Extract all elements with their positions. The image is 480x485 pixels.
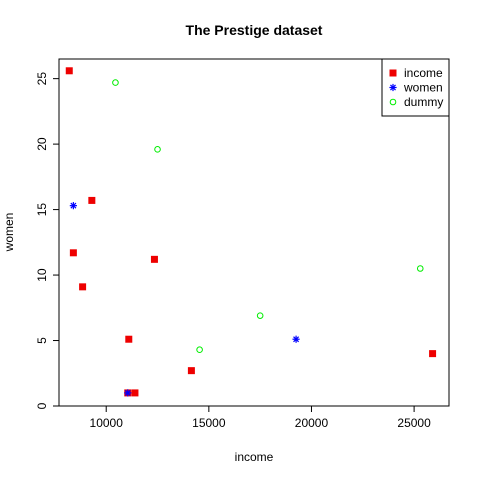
income-point	[79, 283, 87, 291]
chart-title: The Prestige dataset	[186, 22, 323, 38]
x-tick-label: 25000	[397, 416, 431, 430]
y-tick-label: 10	[35, 268, 49, 282]
y-tick-label: 25	[35, 72, 49, 86]
income-point	[150, 255, 158, 263]
income-point	[125, 335, 133, 343]
y-tick-label: 5	[35, 337, 49, 344]
x-tick-label: 10000	[90, 416, 124, 430]
income-point	[187, 367, 195, 375]
y-tick-label: 20	[35, 137, 49, 151]
y-tick-label: 15	[35, 203, 49, 217]
legend-women-marker	[389, 83, 397, 92]
dummy-point	[112, 79, 119, 86]
axis-ticks: 10000 15000 20000 25000 0 5 10 15 20 25	[35, 72, 431, 430]
women-point	[292, 335, 300, 343]
dummy-point	[416, 265, 424, 272]
women-point	[124, 389, 132, 397]
dummy-point	[154, 146, 161, 153]
legend-income-marker	[389, 69, 397, 77]
income-point	[65, 67, 73, 75]
women-point	[69, 202, 77, 210]
legend-dummy-marker	[389, 98, 397, 106]
dummy-point	[196, 346, 203, 353]
legend-dummy-label: dummy	[404, 95, 443, 109]
y-axis-label: women	[2, 213, 16, 253]
legend-women-label: women	[403, 81, 443, 95]
x-axis-label: income	[235, 450, 274, 464]
x-tick-label: 15000	[192, 416, 226, 430]
y-tick-label: 0	[35, 402, 49, 409]
income-point	[131, 389, 139, 397]
x-tick-label: 20000	[295, 416, 329, 430]
data-points	[65, 67, 437, 397]
income-point	[88, 196, 96, 204]
income-point	[69, 249, 77, 257]
legend-income-label: income	[404, 66, 443, 80]
dummy-point	[256, 312, 264, 319]
income-point	[429, 350, 437, 358]
